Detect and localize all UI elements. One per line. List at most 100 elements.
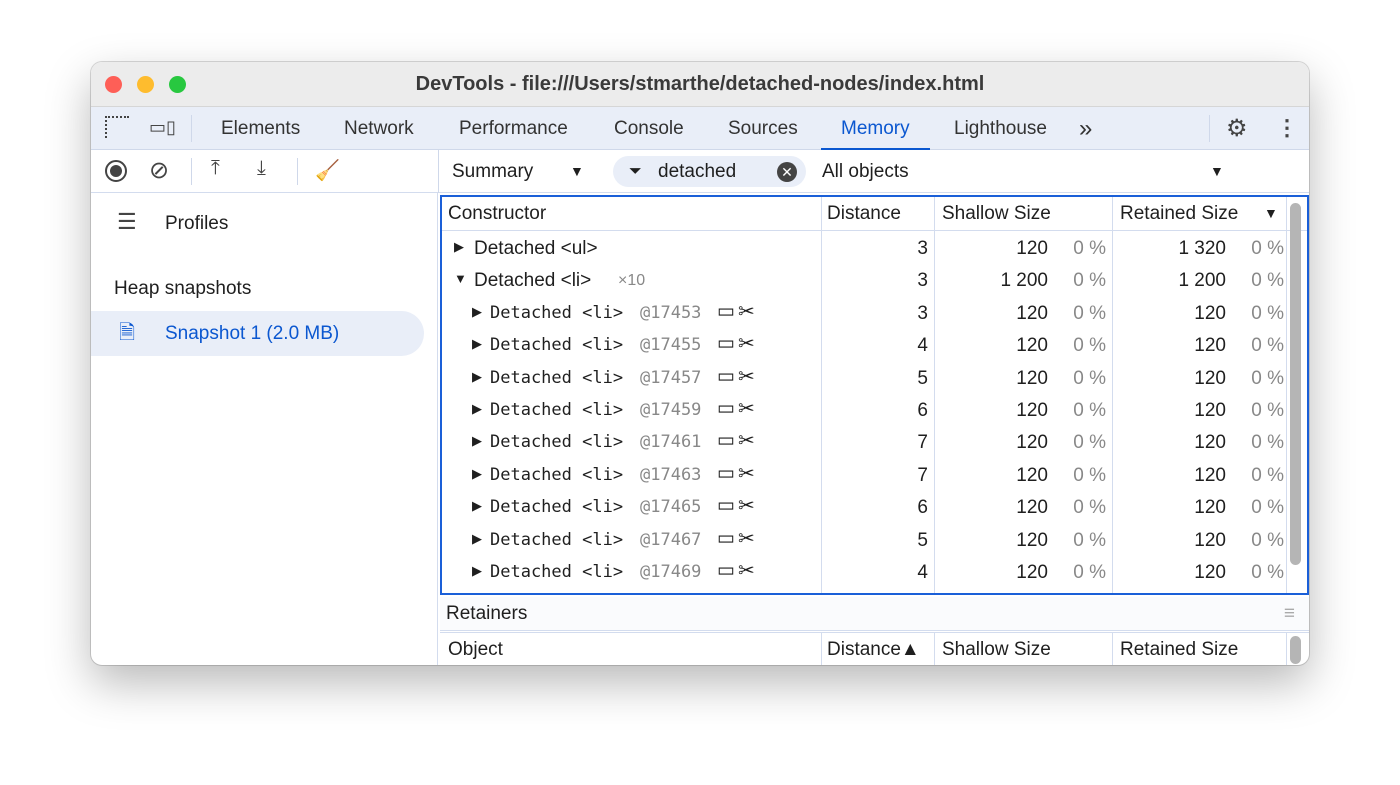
table-row[interactable]: ▶ Detached <li> @17467 ▭ ✂ 5 120 0 % 120 0 % xyxy=(442,524,1287,556)
table-row[interactable]: ▶ Detached <ul> 3 120 0 % 1 320 0 % xyxy=(442,232,1287,264)
table-row[interactable]: ▶ Detached <li> @17455 ▭ ✂ 4 120 0 % 120 0 % xyxy=(442,329,1287,361)
expand-triangle-icon[interactable]: ▶ xyxy=(472,498,482,514)
objects-select[interactable]: All objects ▼ xyxy=(822,150,1224,193)
table-row[interactable]: ▶ Detached <li> @17469 ▭ ✂ 4 120 0 % 120 0 % xyxy=(442,556,1287,588)
column-header[interactable]: Distance xyxy=(827,203,901,224)
tab-lighthouse[interactable]: Lighthouse xyxy=(954,118,1047,139)
shallow-size: 120 xyxy=(1016,335,1048,357)
distance: 5 xyxy=(917,367,928,389)
retained-size: 1 320 xyxy=(1178,238,1226,259)
table-row[interactable]: ▶ Detached <li> @17463 ▭ ✂ 7 120 0 % 120 0 % xyxy=(442,459,1287,491)
close-window-button[interactable] xyxy=(105,76,122,93)
minimize-window-button[interactable] xyxy=(137,76,154,93)
retained-percent: 0 % xyxy=(1251,400,1284,421)
tab-console[interactable]: Console xyxy=(614,118,684,139)
retained-size: 120 xyxy=(1194,432,1226,454)
expand-triangle-icon[interactable]: ▶ xyxy=(454,239,464,254)
tab-performance[interactable]: Performance xyxy=(459,118,568,139)
more-tabs-button[interactable]: » xyxy=(1079,115,1093,142)
settings-gear-icon[interactable]: ⚙ xyxy=(1226,115,1248,142)
detached-scissors-icon: ✂ xyxy=(738,495,755,518)
retained-percent: 0 % xyxy=(1251,432,1284,454)
filter-icon: ⏷ xyxy=(629,163,642,180)
expand-triangle-icon[interactable]: ▶ xyxy=(472,401,482,416)
view-select-value: Summary xyxy=(452,161,534,182)
collapse-triangle-icon[interactable]: ▼ xyxy=(454,271,467,287)
node-id: @17463 xyxy=(640,464,702,485)
reveal-in-elements-icon[interactable]: ▭ xyxy=(717,300,735,322)
reveal-in-elements-icon[interactable]: ▭ xyxy=(717,527,735,549)
retainers-header: Retainers ≡ xyxy=(440,597,1309,631)
node-name: Detached <li> xyxy=(490,464,624,485)
inspect-element-icon[interactable] xyxy=(105,116,129,138)
save-profile-icon[interactable]: ⤓ xyxy=(257,157,266,179)
retained-size: 120 xyxy=(1194,562,1226,583)
table-row[interactable]: ▶ Detached <li> @17465 ▭ ✂ 6 120 0 % 120 0 % xyxy=(442,491,1287,523)
shallow-size: 120 xyxy=(1016,432,1048,454)
more-options-icon[interactable]: ⋮ xyxy=(1276,115,1298,140)
class-filter-input[interactable]: ⏷ detached ✕ xyxy=(613,156,806,187)
expand-triangle-icon[interactable]: ▶ xyxy=(472,563,482,578)
shallow-size: 1 200 xyxy=(1000,270,1048,292)
table-row[interactable]: ▶ Detached <li> @17459 ▭ ✂ 6 120 0 % 120 0 % xyxy=(442,394,1287,426)
retained-percent: 0 % xyxy=(1251,464,1284,486)
expand-triangle-icon[interactable]: ▶ xyxy=(472,530,482,546)
column-header[interactable]: Shallow Size xyxy=(942,203,1051,224)
retainers-column-header[interactable]: Retained Size xyxy=(1120,639,1239,660)
objects-select-value: All objects xyxy=(822,161,909,182)
reveal-in-elements-icon[interactable]: ▭ xyxy=(717,560,735,581)
profiles-label: Profiles xyxy=(165,213,229,234)
reveal-in-elements-icon[interactable]: ▭ xyxy=(717,495,735,517)
column-header[interactable]: Constructor xyxy=(448,203,547,224)
reveal-in-elements-icon[interactable]: ▭ xyxy=(717,365,735,387)
shallow-size: 120 xyxy=(1016,238,1048,259)
retainers-column-header[interactable]: Distance▲ xyxy=(827,639,920,660)
node-name: Detached <li> xyxy=(490,432,624,453)
distance: 6 xyxy=(917,497,928,519)
reveal-in-elements-icon[interactable]: ▭ xyxy=(717,430,735,452)
detached-scissors-icon: ✂ xyxy=(738,462,755,485)
snapshot-item[interactable]: 🗎 Snapshot 1 (2.0 MB) xyxy=(91,311,424,356)
shallow-percent: 0 % xyxy=(1073,302,1106,324)
expand-triangle-icon[interactable]: ▶ xyxy=(472,368,482,384)
constructor-name: Detached <li> xyxy=(474,270,592,292)
reveal-in-elements-icon[interactable]: ▭ xyxy=(717,333,735,355)
tab-sources[interactable]: Sources xyxy=(728,118,798,139)
view-select[interactable]: Summary ▼ xyxy=(452,150,592,193)
constructor-name: Detached <ul> xyxy=(474,238,598,259)
node-id: @17465 xyxy=(640,497,702,518)
distance: 3 xyxy=(917,270,928,292)
column-header[interactable]: Retained Size xyxy=(1120,203,1239,224)
retained-size: 120 xyxy=(1194,529,1226,551)
reveal-in-elements-icon[interactable]: ▭ xyxy=(717,398,735,419)
expand-triangle-icon[interactable]: ▶ xyxy=(472,465,482,481)
collect-garbage-icon[interactable]: 🧹 xyxy=(315,160,340,182)
expand-triangle-icon[interactable]: ▶ xyxy=(472,336,482,352)
zoom-window-button[interactable] xyxy=(169,76,186,93)
node-id: @17453 xyxy=(640,302,702,323)
grid-scrollbar[interactable] xyxy=(1290,203,1301,565)
device-toolbar-icon[interactable]: ▭▯ xyxy=(149,117,176,137)
expand-triangle-icon[interactable]: ▶ xyxy=(472,433,482,449)
table-row[interactable]: ▶ Detached <li> @17453 ▭ ✂ 3 120 0 % 120 0 % xyxy=(442,297,1287,329)
table-row[interactable]: ▶ Detached <li> @17457 ▭ ✂ 5 120 0 % 120 0 % xyxy=(442,362,1287,394)
table-row[interactable]: ▼ Detached <li> ×10 3 1 200 0 % 1 200 0 % xyxy=(442,264,1287,296)
drag-handle-icon[interactable]: ≡ xyxy=(1283,603,1295,624)
clear-icon[interactable]: ⊘ xyxy=(149,157,170,184)
retainers-column-header[interactable]: Shallow Size xyxy=(942,639,1051,660)
record-icon[interactable] xyxy=(105,160,127,182)
tab-elements[interactable]: Elements xyxy=(221,118,301,139)
retained-percent: 0 % xyxy=(1251,302,1284,324)
retainers-column-header[interactable]: Object xyxy=(448,639,503,660)
distance: 6 xyxy=(917,400,928,421)
tab-network[interactable]: Network xyxy=(344,118,414,139)
load-profile-icon[interactable]: ⤒ xyxy=(211,157,220,179)
table-row[interactable]: ▶ Detached <li> @17461 ▭ ✂ 7 120 0 % 120 0 % xyxy=(442,426,1287,458)
clear-filter-icon[interactable]: ✕ xyxy=(777,162,797,182)
reveal-in-elements-icon[interactable]: ▭ xyxy=(717,462,735,484)
tab-memory[interactable]: Memory xyxy=(821,107,930,150)
panel-tab-bar: ▭▯ Elements Network Performance Console Sour… xyxy=(91,107,1309,150)
node-name: Detached <li> xyxy=(490,497,624,518)
expand-triangle-icon[interactable]: ▶ xyxy=(472,303,482,319)
retainers-scrollbar[interactable] xyxy=(1290,636,1301,664)
